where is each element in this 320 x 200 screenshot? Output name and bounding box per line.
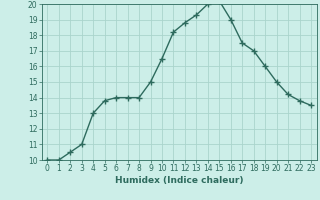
X-axis label: Humidex (Indice chaleur): Humidex (Indice chaleur) <box>115 176 244 185</box>
